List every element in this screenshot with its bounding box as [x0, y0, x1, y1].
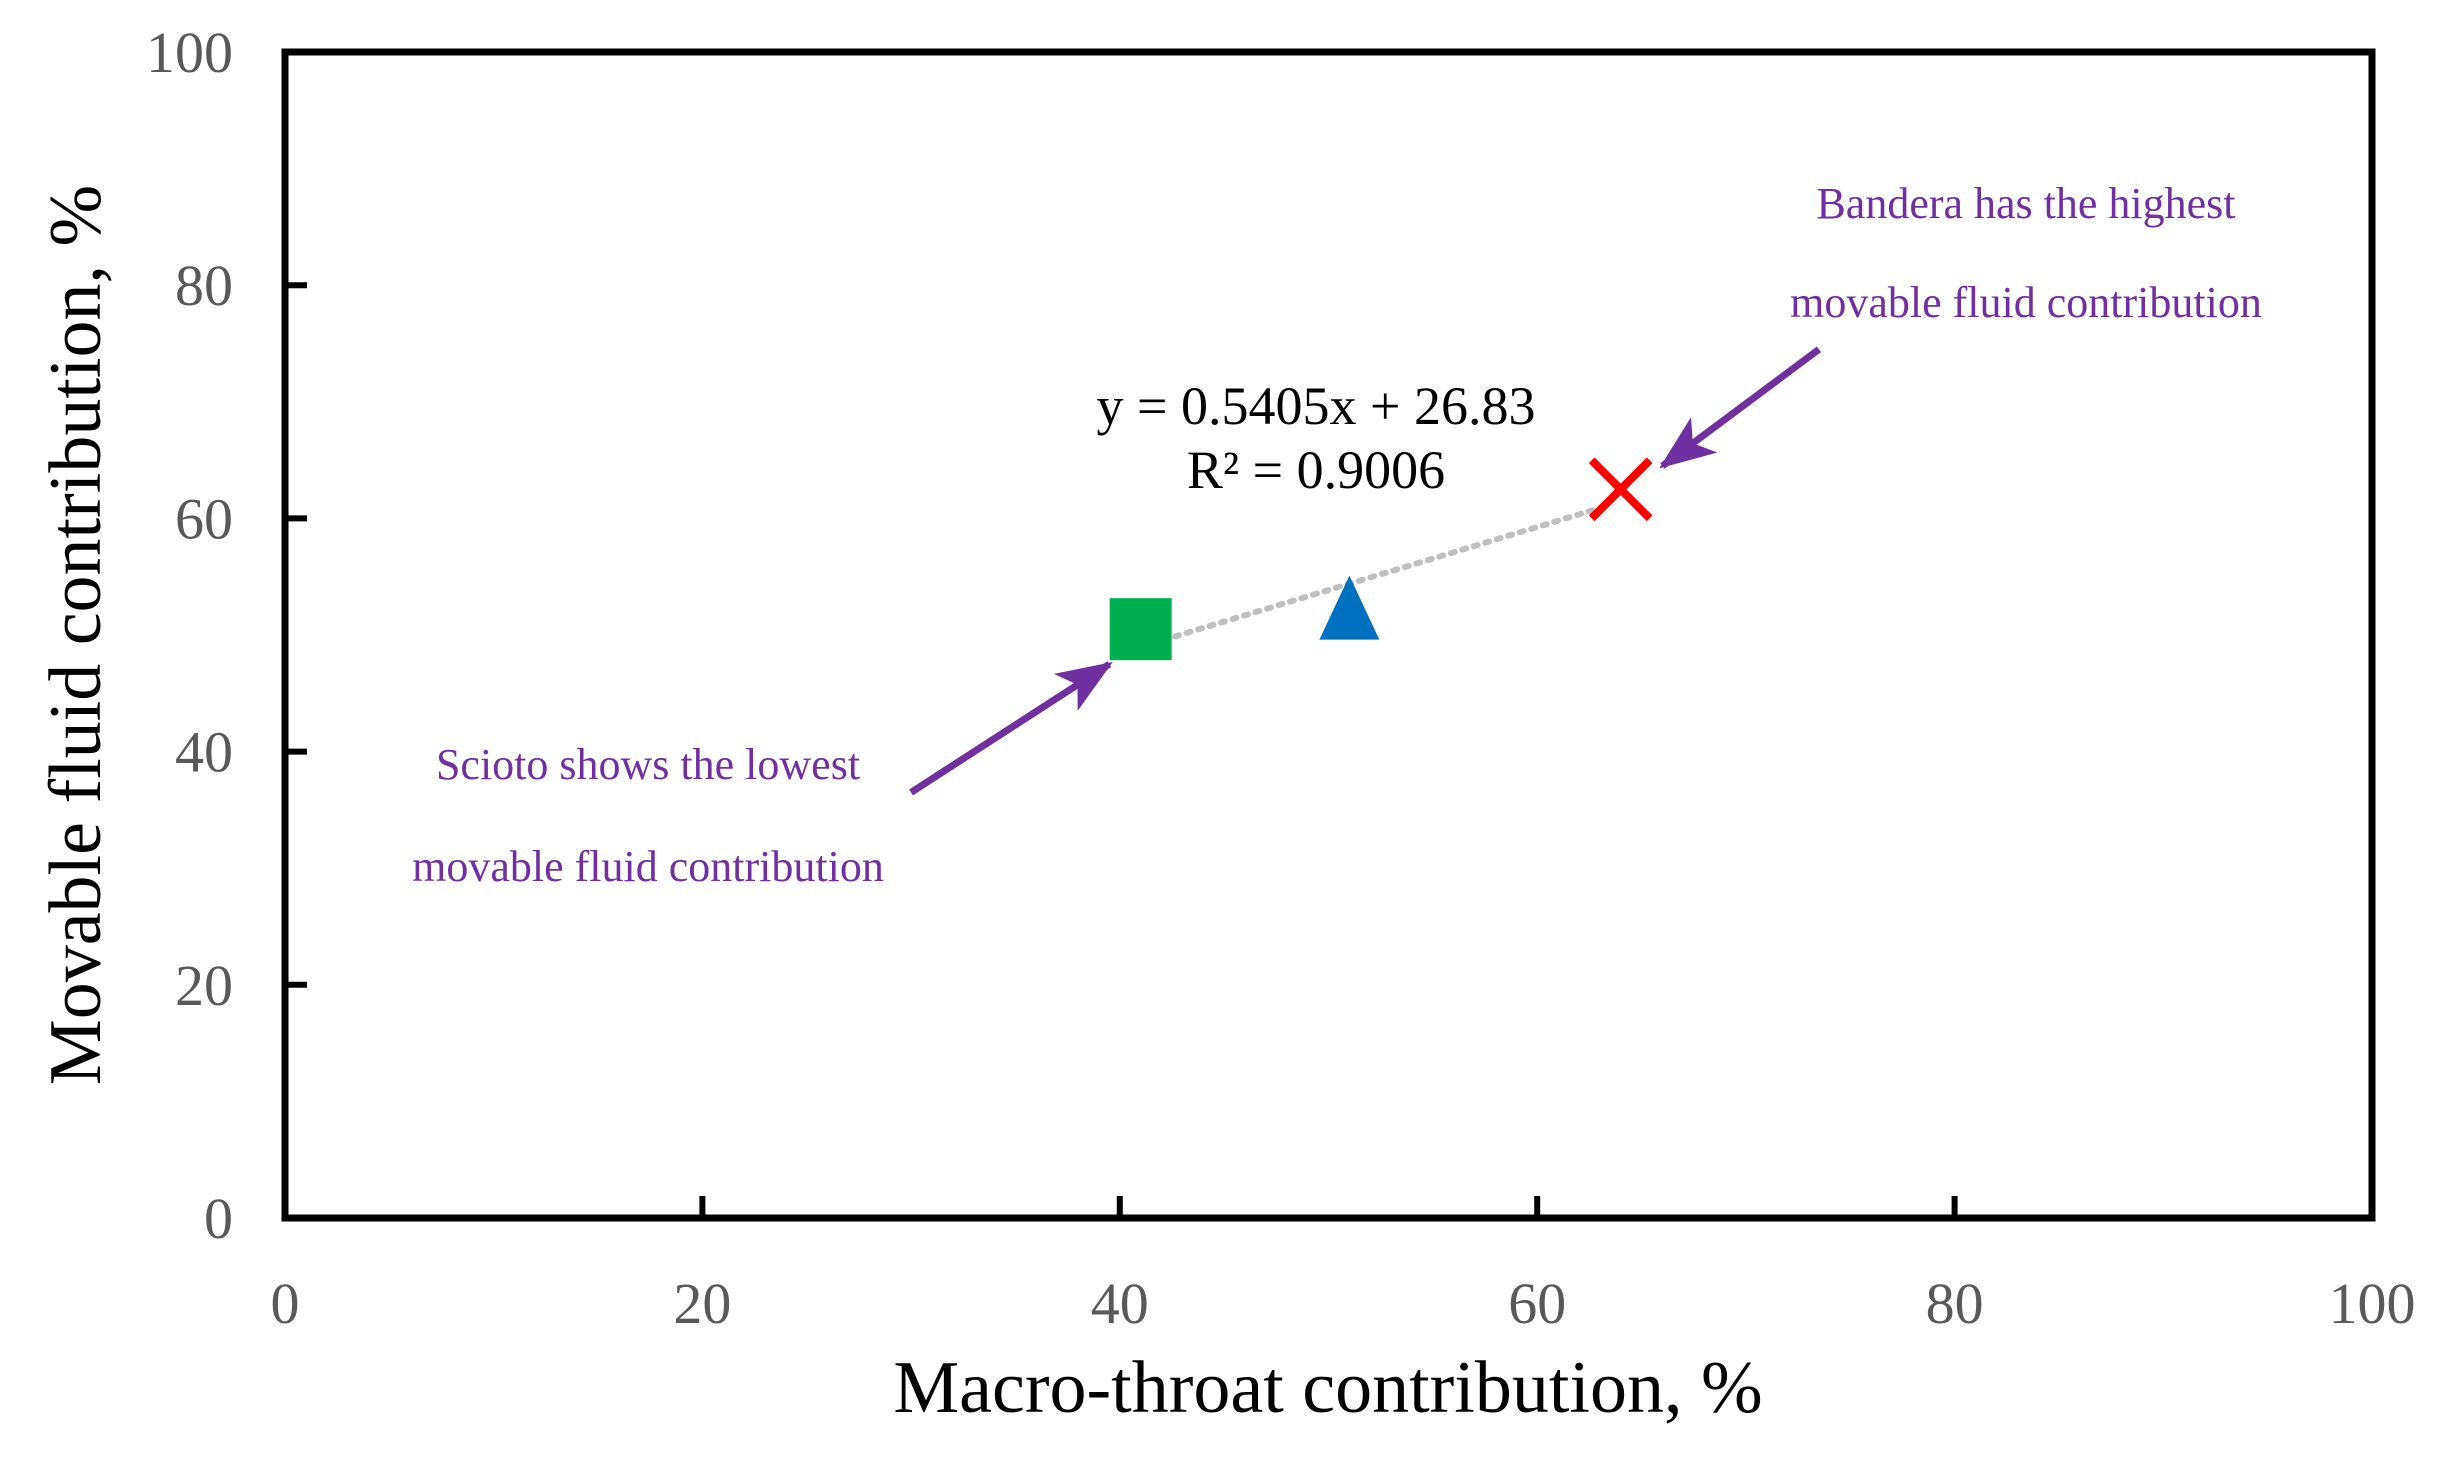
x-tick-label-100: 100 — [2329, 1271, 2416, 1336]
x-tick-label-0: 0 — [271, 1271, 300, 1336]
x-tick-label-20: 20 — [673, 1271, 731, 1336]
x-axis-ticks: 0 20 40 60 80 100 — [271, 1196, 2416, 1336]
annotation-bandera-line-2: movable fluid contribution — [1790, 278, 2262, 327]
data-markers — [1109, 457, 1653, 661]
y-axis-ticks: 0 20 40 60 80 100 — [146, 20, 307, 1251]
y-tick-label-0: 0 — [204, 1186, 233, 1251]
annotation-bandera-line-1: Bandera has the highest — [1816, 179, 2235, 228]
data-point-middle-sample — [1319, 575, 1380, 640]
plot-area-frame — [281, 48, 2376, 1222]
y-tick-label-60: 60 — [175, 486, 233, 551]
x-tick-label-80: 80 — [1926, 1271, 1984, 1336]
annotation-bandera-arrow — [1659, 346, 1822, 469]
y-axis-title: Movable fluid contribution, % — [35, 185, 117, 1085]
data-point-bandera — [1588, 457, 1653, 522]
trendline-r-squared: R² = 0.9006 — [1187, 440, 1445, 500]
x-tick-label-60: 60 — [1508, 1271, 1566, 1336]
y-tick-label-40: 40 — [175, 720, 233, 785]
y-tick-label-20: 20 — [175, 953, 233, 1018]
annotation-scioto-arrow — [909, 661, 1113, 796]
trendline-equation: y = 0.5405x + 26.83 — [1097, 376, 1536, 436]
y-tick-label-100: 100 — [146, 20, 233, 85]
annotation-scioto-line-1: Scioto shows the lowest — [436, 740, 860, 789]
trendline — [1137, 505, 1603, 650]
annotation-scioto-line-2: movable fluid contribution — [412, 842, 884, 891]
data-point-scioto — [1109, 598, 1172, 661]
annotation-scioto: Scioto shows the lowest movable fluid co… — [412, 661, 1113, 891]
x-axis-title: Macro-throat contribution, % — [893, 1347, 1762, 1429]
x-tick-label-40: 40 — [1091, 1271, 1149, 1336]
y-tick-label-80: 80 — [175, 253, 233, 318]
annotation-bandera: Bandera has the highest movable fluid co… — [1659, 179, 2262, 469]
